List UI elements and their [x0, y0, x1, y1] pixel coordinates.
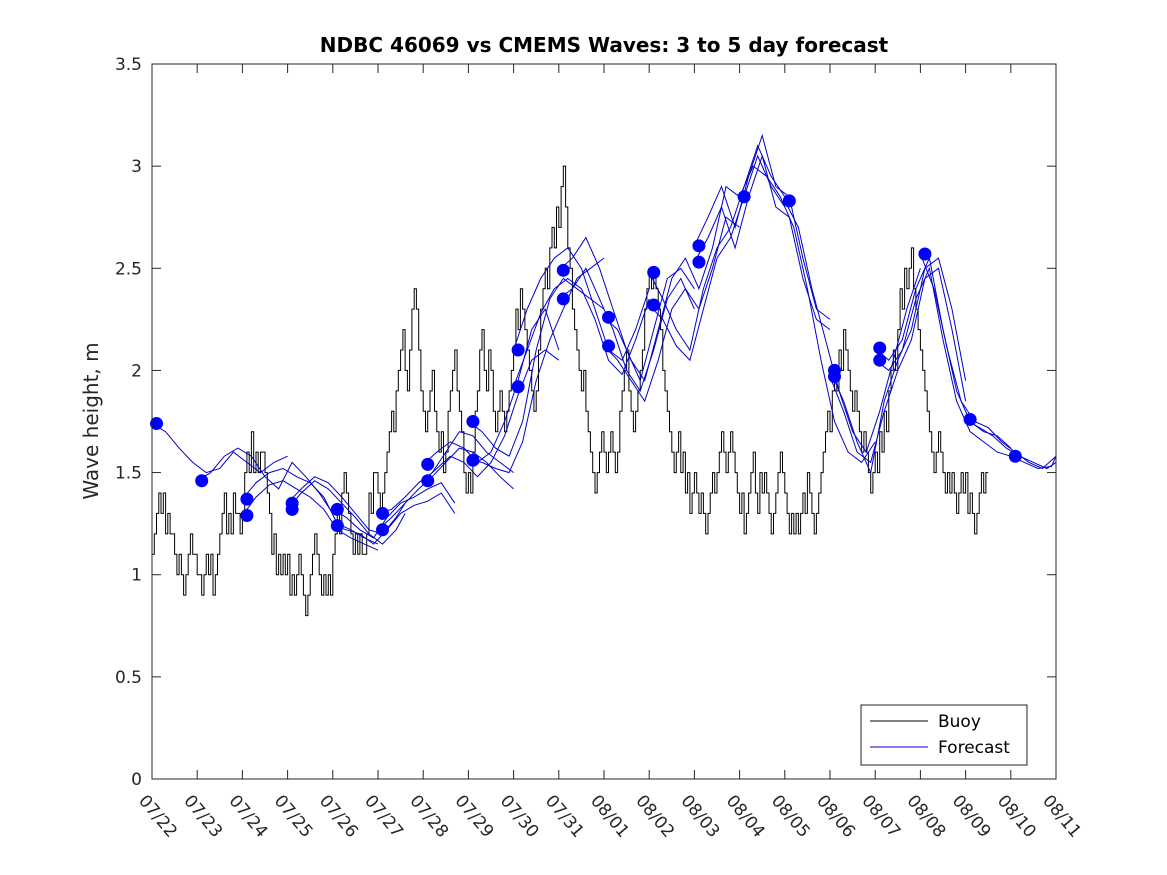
forecast-series-line [377, 447, 514, 531]
forecast-series-line [874, 266, 1011, 457]
forecast-series-line [829, 257, 967, 475]
forecast-marker [692, 255, 706, 269]
forecast-marker [873, 353, 887, 367]
forecast-marker [873, 341, 887, 355]
y-tick-label: 3.5 [115, 55, 142, 75]
y-tick-label: 0.5 [115, 668, 142, 688]
forecast-marker [692, 239, 706, 253]
forecast-series-line [287, 480, 406, 545]
y-tick-label: 1 [131, 566, 142, 586]
forecast-series-line [603, 216, 740, 403]
chart-title: NDBC 46069 vs CMEMS Waves: 3 to 5 day fo… [320, 33, 889, 57]
forecast-series-line [422, 349, 560, 482]
y-tick-label: 2.5 [115, 259, 142, 279]
forecast-series-line [558, 267, 695, 393]
forecast-marker [556, 292, 570, 306]
forecast-series-line [377, 431, 514, 514]
forecast-series-line [241, 480, 379, 551]
forecast-marker [421, 474, 435, 488]
legend: Buoy Forecast [860, 704, 1028, 766]
forecast-marker [195, 474, 209, 488]
forecast-series-line [468, 277, 605, 457]
forecast-series-line [332, 482, 456, 539]
forecast-marker [466, 415, 480, 428]
forecast-marker [330, 519, 344, 533]
forecast-marker [828, 370, 842, 384]
forecast-series-line [829, 267, 967, 464]
forecast-marker [1008, 449, 1022, 463]
legend-forecast-label: Forecast [938, 738, 1010, 758]
legend-buoy-label: Buoy [938, 712, 981, 732]
forecast-series-line [693, 133, 831, 320]
y-axis-label: Wave height, m [79, 342, 103, 499]
forecast-series-line [648, 154, 786, 362]
y-tick-label: 3 [131, 157, 142, 177]
forecast-marker [737, 190, 751, 204]
forecast-marker [285, 502, 299, 516]
forecast-series-line [784, 200, 921, 454]
legend-box [860, 704, 1028, 766]
forecast-marker [511, 380, 525, 394]
forecast-marker [330, 502, 344, 516]
series-layer [150, 133, 1057, 617]
forecast-series-line [287, 476, 406, 535]
buoy-series-line [152, 165, 989, 617]
forecast-marker [647, 265, 661, 279]
forecast-series-line [693, 154, 831, 331]
forecast-series-line [422, 307, 560, 465]
forecast-marker [556, 263, 570, 277]
y-tick-label: 0 [131, 770, 142, 790]
forecast-marker [602, 339, 616, 353]
y-tick-label: 1.5 [115, 464, 142, 484]
forecast-marker [376, 523, 390, 537]
forecast-series-line [603, 185, 740, 382]
forecast-series-line [919, 253, 1057, 470]
plot-area [152, 64, 1056, 779]
forecast-marker [647, 298, 661, 312]
forecast-marker [466, 453, 480, 467]
forecast-series-line [196, 447, 334, 514]
forecast-series-line [513, 277, 650, 387]
forecast-series-line [332, 492, 456, 545]
forecast-marker [240, 492, 254, 506]
y-axis-ticks: 0 0.5 1 1.5 2 2.5 3 3.5 [115, 55, 1056, 790]
forecast-marker [421, 457, 435, 471]
forecast-series-line [739, 165, 876, 464]
forecast-marker [782, 194, 796, 208]
forecast-marker [150, 417, 164, 431]
y-tick-label: 2 [131, 361, 142, 381]
plot-frame [151, 63, 1057, 780]
forecast-marker [240, 508, 254, 522]
forecast-marker [511, 343, 525, 357]
forecast-marker [918, 247, 932, 261]
forecast-series-line [151, 423, 288, 474]
forecast-marker [963, 412, 977, 426]
forecast-marker [376, 506, 390, 520]
forecast-marker [602, 310, 616, 324]
